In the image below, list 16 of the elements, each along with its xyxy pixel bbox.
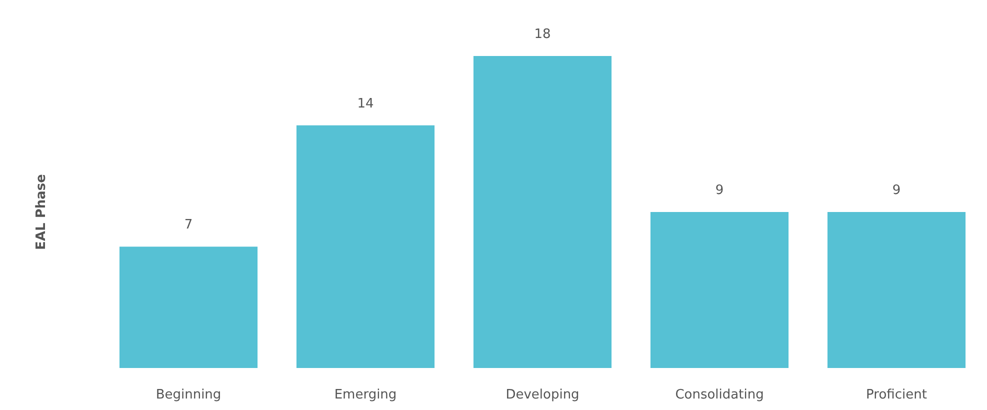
bar [827,212,966,368]
data-label: 18 [534,27,551,42]
bar [296,125,435,368]
data-label: 9 [892,183,901,198]
data-label: 9 [715,183,724,198]
x-tick-label: Consolidating [675,388,764,403]
bar [473,56,612,368]
x-tick-label: Emerging [334,388,397,403]
y-axis-title: EAL Phase [34,174,49,250]
bar [650,212,789,368]
data-label: 14 [357,96,374,112]
bar [119,246,258,368]
x-tick-label: Proficient [866,388,927,403]
x-tick-label: Beginning [156,388,222,403]
data-label: 7 [184,218,193,233]
x-tick-label: Developing [506,388,580,403]
